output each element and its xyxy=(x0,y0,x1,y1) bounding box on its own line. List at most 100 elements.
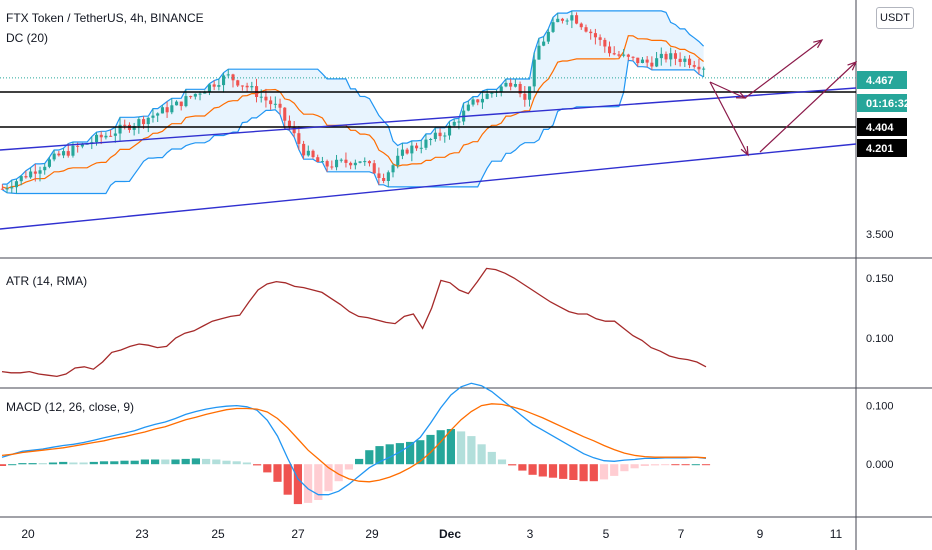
candle-body xyxy=(231,74,235,81)
macd-histogram-bar xyxy=(89,461,98,465)
candle-body xyxy=(137,119,141,127)
candle-body xyxy=(156,113,160,116)
arrow-up-2 xyxy=(759,61,857,153)
candle-body xyxy=(589,31,593,34)
macd-histogram-bar xyxy=(161,459,170,465)
candle-body xyxy=(640,59,644,63)
macd-histogram-bar xyxy=(620,464,629,472)
macd-histogram-bar xyxy=(365,450,374,465)
candle-body xyxy=(504,82,508,87)
candle-body xyxy=(109,135,113,137)
candle-body xyxy=(466,104,470,111)
macd-histogram-bar xyxy=(497,459,507,465)
currency-button[interactable]: USDT xyxy=(876,7,914,29)
candle-body xyxy=(29,171,33,178)
candle-body xyxy=(316,157,320,162)
candle-body xyxy=(113,133,117,136)
candle-body xyxy=(584,27,588,32)
candle-body xyxy=(363,161,367,163)
arrow-up-1-head xyxy=(813,39,824,49)
macd-histogram-bar xyxy=(599,464,609,480)
macd-histogram-bar xyxy=(212,459,221,465)
candle-body xyxy=(485,93,489,99)
candle-body xyxy=(415,145,419,149)
candle-body xyxy=(391,165,395,173)
macd-histogram-bar xyxy=(253,464,262,466)
arrow-down-2-head xyxy=(740,145,749,157)
candle-body xyxy=(405,149,409,154)
macd-histogram-bar xyxy=(477,444,486,465)
candle-body xyxy=(297,133,301,144)
macd-histogram-bar xyxy=(171,459,180,465)
macd-histogram-bar xyxy=(344,464,353,470)
candle-body xyxy=(273,103,277,105)
candle-body xyxy=(659,53,663,59)
countdown-label: 01:16:32 xyxy=(866,98,910,110)
macd-histogram-bar xyxy=(579,464,588,482)
atr-legend[interactable]: ATR (14, RMA) xyxy=(6,274,88,288)
candle-body xyxy=(142,119,146,125)
candle-body xyxy=(457,121,461,123)
macd-histogram-bar xyxy=(355,458,364,465)
candle-body xyxy=(631,56,635,58)
macd-histogram-bar xyxy=(324,464,333,492)
time-tick: 23 xyxy=(135,527,149,541)
dc-basis-line xyxy=(2,35,704,190)
candle-body xyxy=(222,75,226,86)
macd-histogram-bar xyxy=(650,464,660,466)
macd-histogram-bar xyxy=(110,461,119,465)
candle-body xyxy=(170,105,174,113)
macd-histogram-bar xyxy=(59,461,68,465)
candle-body xyxy=(66,151,70,156)
candle-body xyxy=(179,101,183,107)
macd-histogram-bar xyxy=(661,464,670,466)
candle-body xyxy=(95,134,99,143)
macd-histogram-bar xyxy=(283,464,292,495)
candle-body xyxy=(697,66,701,70)
candle-body xyxy=(499,86,503,92)
candle-body xyxy=(339,159,343,161)
macd-histogram-bar xyxy=(701,464,711,466)
level-upper-label-bg xyxy=(857,118,907,136)
macd-legend[interactable]: MACD (12, 26, close, 9) xyxy=(6,400,135,414)
candle-body xyxy=(325,161,329,167)
trend-drawings xyxy=(0,39,858,230)
macd-histogram-bar xyxy=(671,464,680,466)
dc-legend[interactable]: DC (20) xyxy=(6,31,49,45)
candle-body xyxy=(123,124,127,126)
candle-body xyxy=(104,135,108,138)
macd-histogram-bar xyxy=(99,461,109,465)
last-price-label-bg xyxy=(857,71,907,89)
candle-body xyxy=(287,120,291,128)
price-tick: 3.500 xyxy=(866,229,894,241)
candle-body xyxy=(664,53,668,60)
macd-histogram-bar xyxy=(120,460,129,465)
candle-body xyxy=(57,153,61,156)
candle-body xyxy=(43,166,47,171)
candle-body xyxy=(678,58,682,62)
candle-body xyxy=(528,86,532,100)
time-tick: 9 xyxy=(757,527,764,541)
dc-band-fill xyxy=(2,10,704,194)
candlesticks xyxy=(0,10,706,194)
candle-body xyxy=(575,15,579,24)
candle-body xyxy=(636,57,640,64)
candle-body xyxy=(269,100,273,105)
macd-histogram-bar xyxy=(589,464,598,482)
arrow-up-1 xyxy=(744,39,823,99)
macd-histogram-bar xyxy=(508,464,517,466)
macd-histogram-bar xyxy=(232,461,241,465)
candle-body xyxy=(278,103,282,108)
macd-histogram-bar xyxy=(681,464,690,466)
candle-body xyxy=(382,178,386,181)
macd-histogram-bar xyxy=(487,451,496,465)
candle-body xyxy=(598,37,602,40)
candle-body xyxy=(33,171,37,174)
level-lower-label-bg xyxy=(857,139,907,157)
candle-body xyxy=(622,54,626,56)
macd-histogram-bar xyxy=(242,462,251,465)
candle-body xyxy=(419,147,423,149)
candle-body xyxy=(480,98,484,103)
